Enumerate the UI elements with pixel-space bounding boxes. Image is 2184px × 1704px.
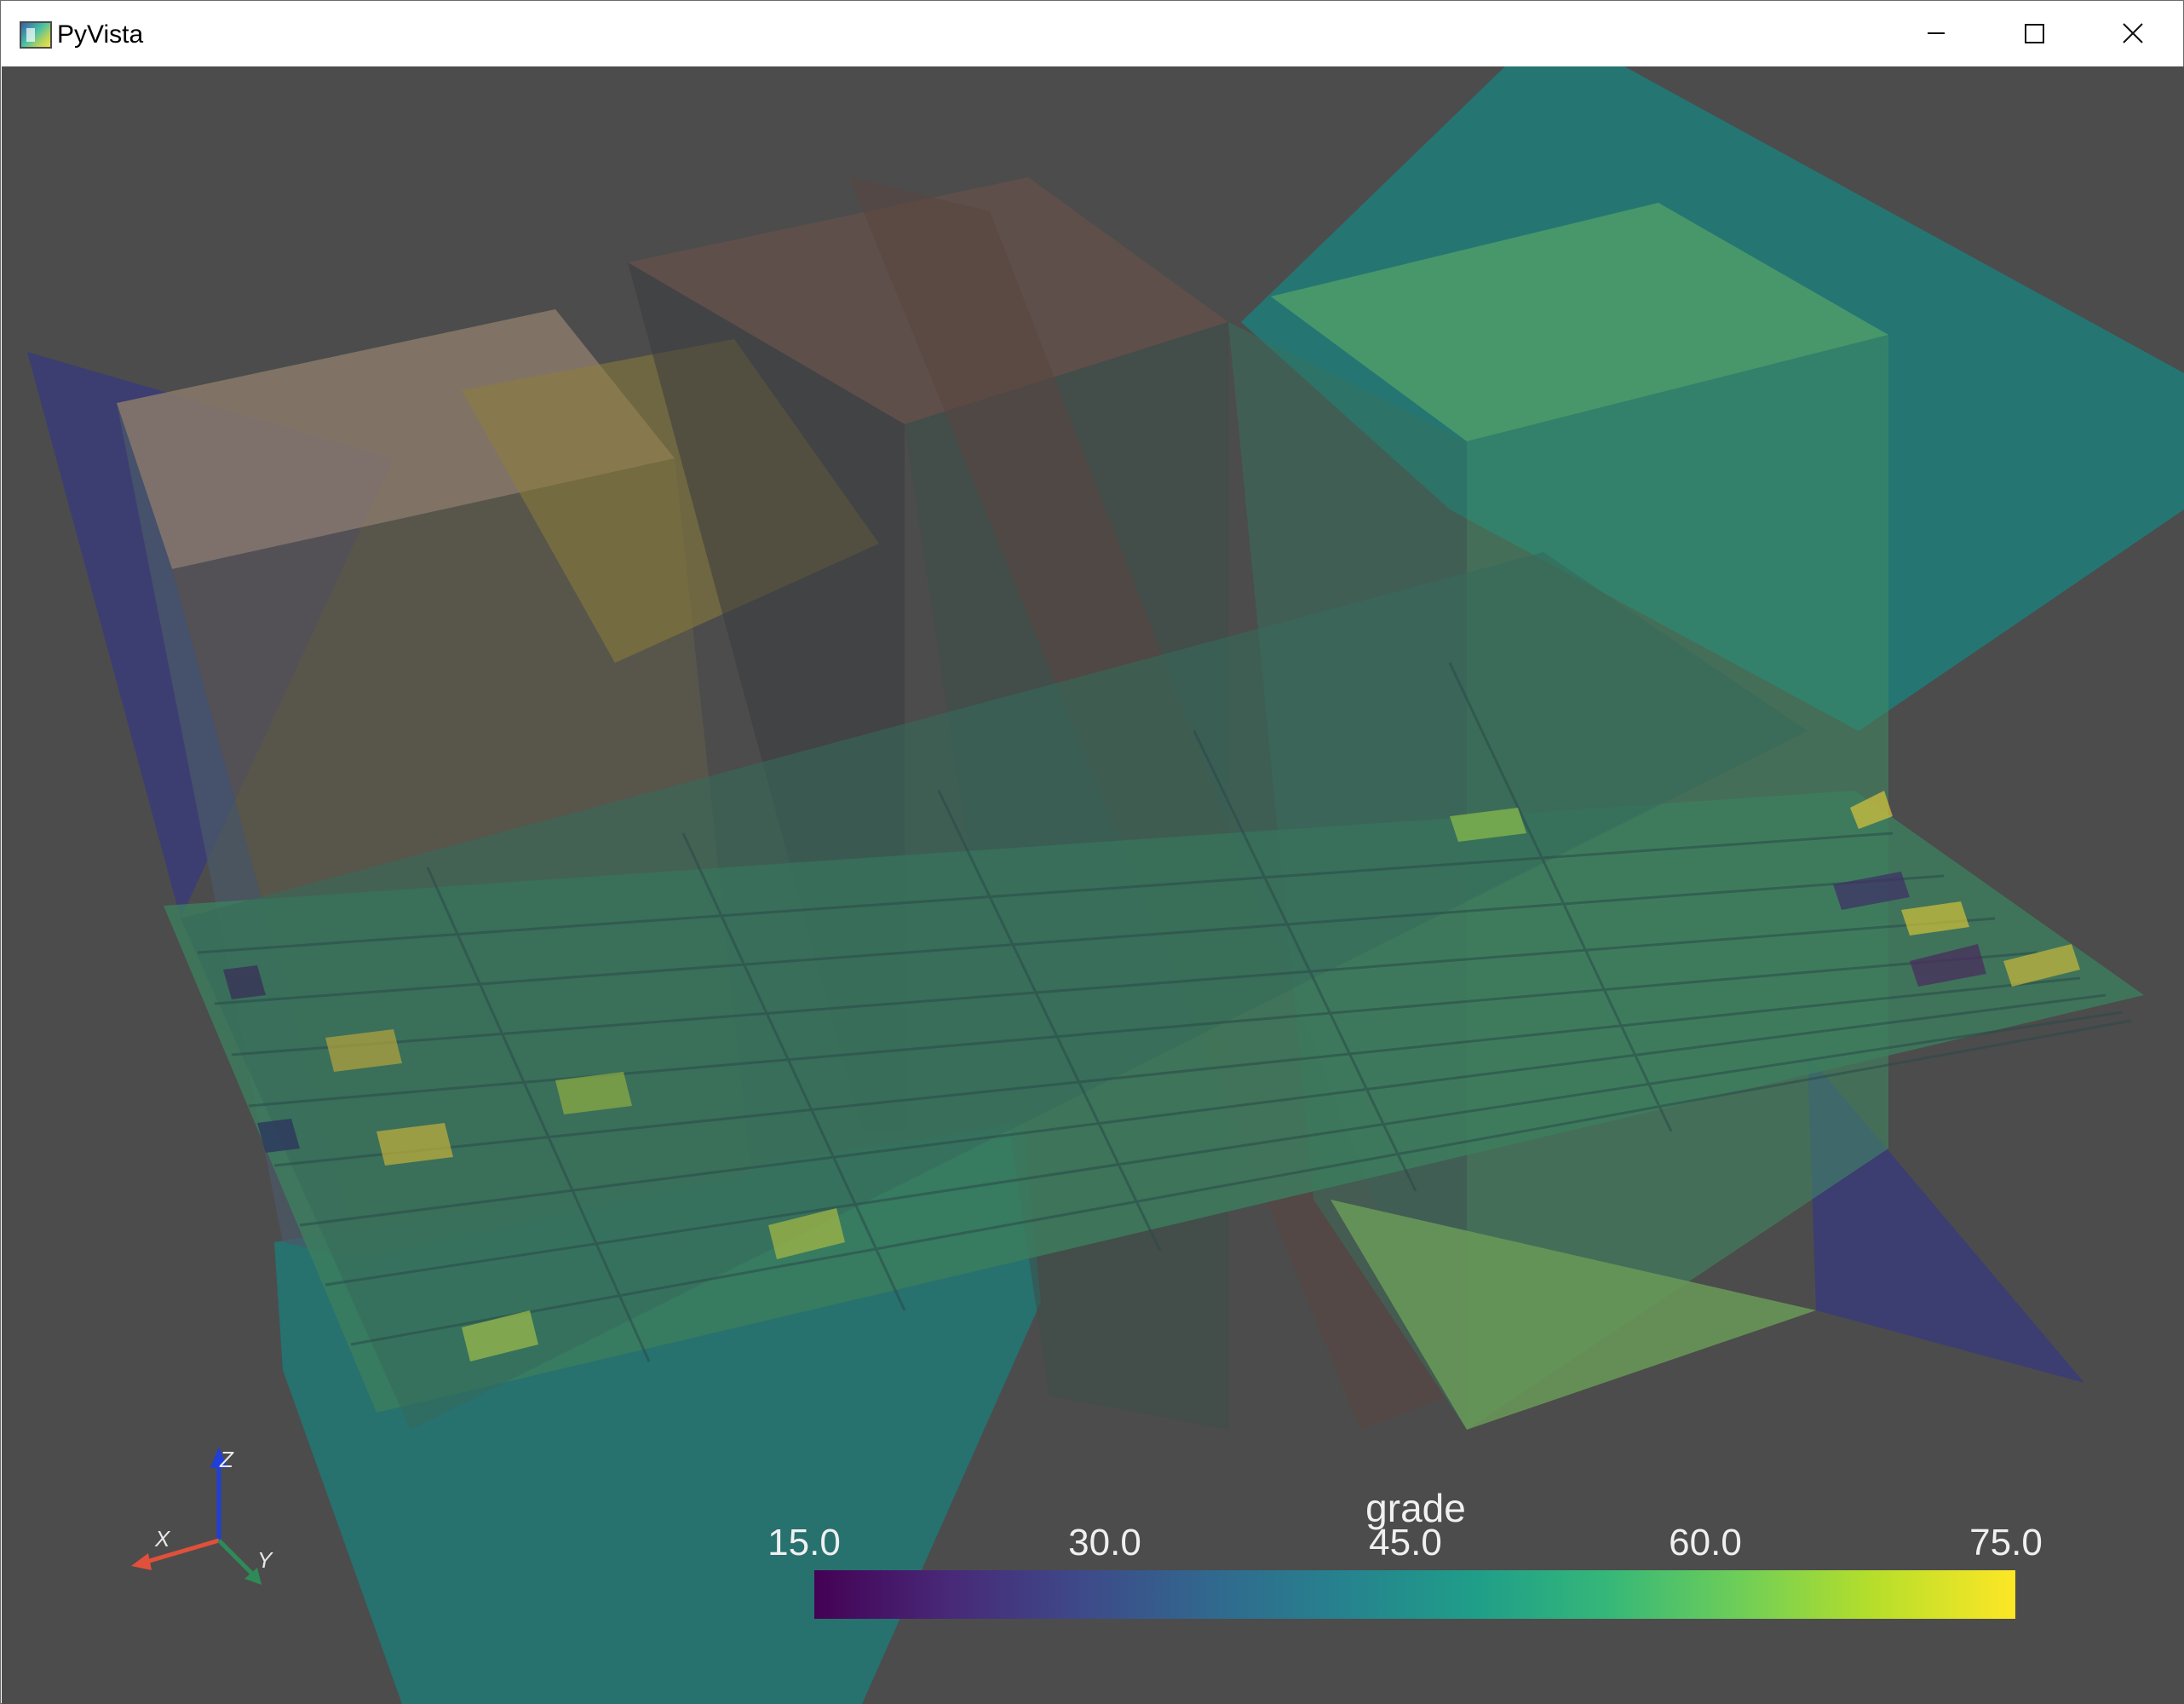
grade-cells bbox=[223, 791, 2080, 1361]
scalar-bar-tick: 60.0 bbox=[1669, 1522, 1742, 1563]
minimize-button[interactable] bbox=[1885, 1, 1984, 66]
scalar-bar-title: grade bbox=[1365, 1486, 1466, 1530]
slice-grid-lines bbox=[197, 662, 2132, 1362]
tilted-grade-slice bbox=[181, 552, 1808, 1430]
title-bar[interactable]: PyVista bbox=[1, 1, 2183, 66]
render-viewport[interactable]: Z X Y grade 15.0 30.0 45.0 60.0 75.0 bbox=[2, 66, 2184, 1704]
axes-orientation-widget: Z X Y bbox=[131, 1447, 273, 1585]
close-icon bbox=[2123, 23, 2143, 43]
scalar-bar-tick: 75.0 bbox=[1969, 1522, 2043, 1563]
axis-x-label: X bbox=[154, 1526, 171, 1551]
axis-z-label: Z bbox=[219, 1447, 234, 1472]
maximize-button[interactable] bbox=[1984, 1, 2083, 66]
scalar-bar-tick: 30.0 bbox=[1068, 1522, 1141, 1563]
axis-y-label: Y bbox=[257, 1547, 273, 1573]
close-button[interactable] bbox=[2083, 1, 2181, 66]
box-right-top bbox=[1271, 203, 1888, 441]
pyvista-app-icon[interactable] bbox=[20, 21, 52, 49]
scalar-bar-colormap bbox=[814, 1570, 2015, 1619]
scalar-bar-tick: 45.0 bbox=[1369, 1522, 1442, 1563]
box-left-top bbox=[117, 309, 675, 569]
window-title: PyVista bbox=[57, 20, 144, 49]
scene-3d: Z X Y bbox=[27, 66, 2184, 1704]
scalar-bar-tick: 15.0 bbox=[767, 1522, 841, 1563]
box-right-bottom bbox=[1331, 1200, 1816, 1430]
